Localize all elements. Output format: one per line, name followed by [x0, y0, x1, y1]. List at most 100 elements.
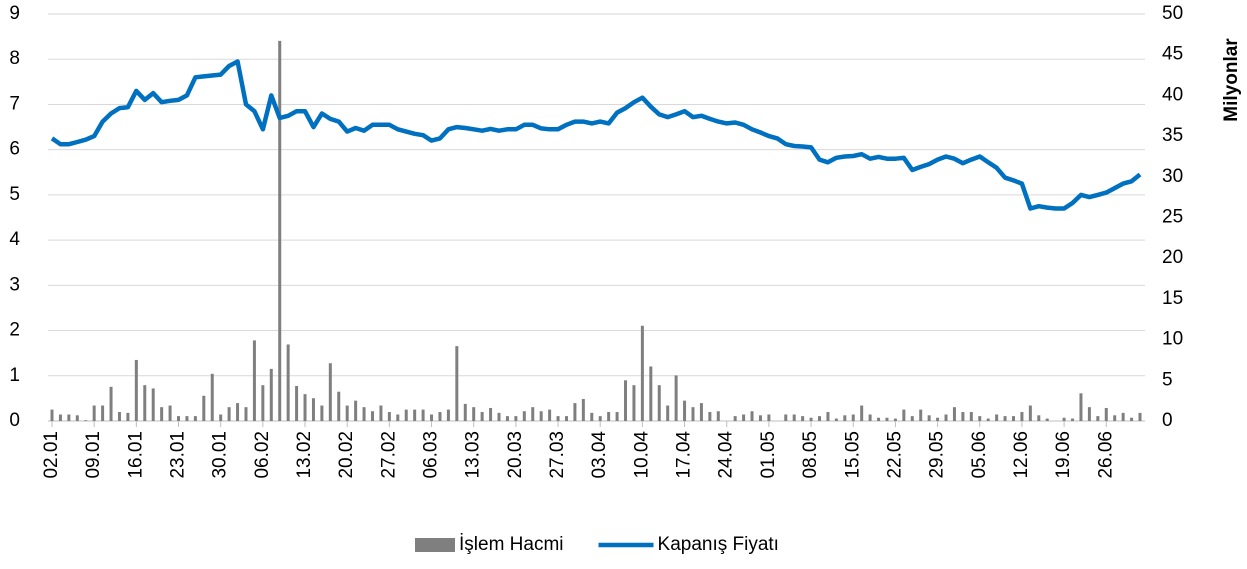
bar [1104, 407, 1108, 421]
bar [202, 395, 206, 421]
bar [843, 415, 847, 421]
bar [556, 416, 560, 421]
bar [1045, 418, 1049, 421]
bar [1037, 415, 1041, 421]
bar [758, 415, 762, 421]
y-tick-label: 3 [9, 274, 20, 295]
y2-tick-label: 50 [1162, 3, 1183, 24]
bar [1079, 393, 1083, 421]
bar [269, 368, 273, 421]
bar [311, 398, 315, 421]
bar [615, 412, 619, 421]
bar [1020, 412, 1024, 421]
bar [354, 400, 358, 421]
bar [581, 399, 585, 421]
bar [446, 409, 450, 421]
bar [1011, 416, 1015, 421]
price-line [50, 59, 1142, 211]
x-tick-label: 16.01 [125, 431, 146, 479]
bar [1130, 417, 1134, 421]
bar [961, 412, 965, 421]
bar [598, 416, 602, 421]
bar [733, 416, 737, 421]
bar [75, 415, 79, 421]
bar [58, 414, 62, 421]
bar [792, 414, 796, 421]
bar [143, 385, 147, 421]
bar [531, 407, 535, 421]
bar [860, 405, 864, 421]
bar [522, 411, 526, 421]
y2-tick-label: 40 [1162, 84, 1183, 105]
x-tick-label: 12.06 [1011, 431, 1032, 479]
bar [809, 417, 813, 421]
bar [1087, 407, 1091, 421]
bar [767, 414, 771, 421]
bar [1138, 412, 1142, 421]
bar [50, 409, 54, 421]
bar [185, 416, 189, 421]
y2-tick-label: 30 [1162, 166, 1183, 187]
bar [134, 359, 138, 421]
bar [101, 405, 105, 421]
bar [919, 409, 923, 421]
x-tick-label: 27.03 [547, 431, 568, 479]
y-tick-label: 2 [9, 320, 20, 341]
bar [674, 375, 678, 421]
bar [649, 366, 653, 421]
bar [236, 403, 240, 421]
y-tick-label: 0 [9, 410, 20, 431]
x-tick-label: 01.05 [758, 431, 779, 479]
bar [430, 414, 434, 421]
x-tick-label: 06.02 [252, 431, 273, 479]
bar [716, 411, 720, 421]
bar [320, 405, 324, 421]
x-tick-label: 19.06 [1053, 431, 1074, 479]
bar [632, 385, 636, 421]
bar [67, 414, 71, 421]
x-tick-label: 30.01 [210, 431, 231, 479]
bar [683, 400, 687, 421]
bar [624, 380, 628, 421]
y2-tick-label: 20 [1162, 247, 1183, 268]
bar [969, 412, 973, 421]
legend-label: İşlem Hacmi [459, 534, 564, 555]
bar [337, 391, 341, 421]
legend-label: Kapanış Fiyatı [658, 534, 779, 555]
x-tick-label: 08.05 [800, 431, 821, 479]
bar [489, 407, 493, 421]
bar [539, 411, 543, 421]
bar [109, 386, 113, 421]
bar [818, 416, 822, 421]
bar [151, 388, 155, 421]
x-tick-label: 15.05 [842, 431, 863, 479]
bar [784, 414, 788, 421]
x-tick-label: 03.04 [589, 431, 610, 479]
y2-tick-label: 45 [1162, 44, 1183, 65]
x-tick-label: 20.02 [336, 431, 357, 479]
bar [564, 416, 568, 421]
y-tick-label: 4 [9, 229, 20, 250]
bar [84, 420, 88, 421]
bar [362, 407, 366, 421]
bar [126, 412, 130, 421]
bar [472, 407, 476, 421]
bar [252, 340, 256, 421]
bar [396, 414, 400, 421]
x-tick-label: 06.03 [421, 431, 442, 479]
y2-tick-label: 5 [1162, 369, 1173, 390]
y2-tick-label: 25 [1162, 207, 1183, 228]
bar [851, 414, 855, 421]
x-tick-label: 09.01 [83, 431, 104, 479]
bar [927, 415, 931, 421]
bar [877, 417, 881, 421]
bar [666, 405, 670, 421]
bar [227, 407, 231, 421]
y2-tick-label: 0 [1162, 410, 1173, 431]
bar [463, 403, 467, 421]
bar [1028, 405, 1032, 421]
bar [640, 325, 644, 421]
bar [497, 412, 501, 421]
x-tick-label: 26.06 [1095, 431, 1116, 479]
